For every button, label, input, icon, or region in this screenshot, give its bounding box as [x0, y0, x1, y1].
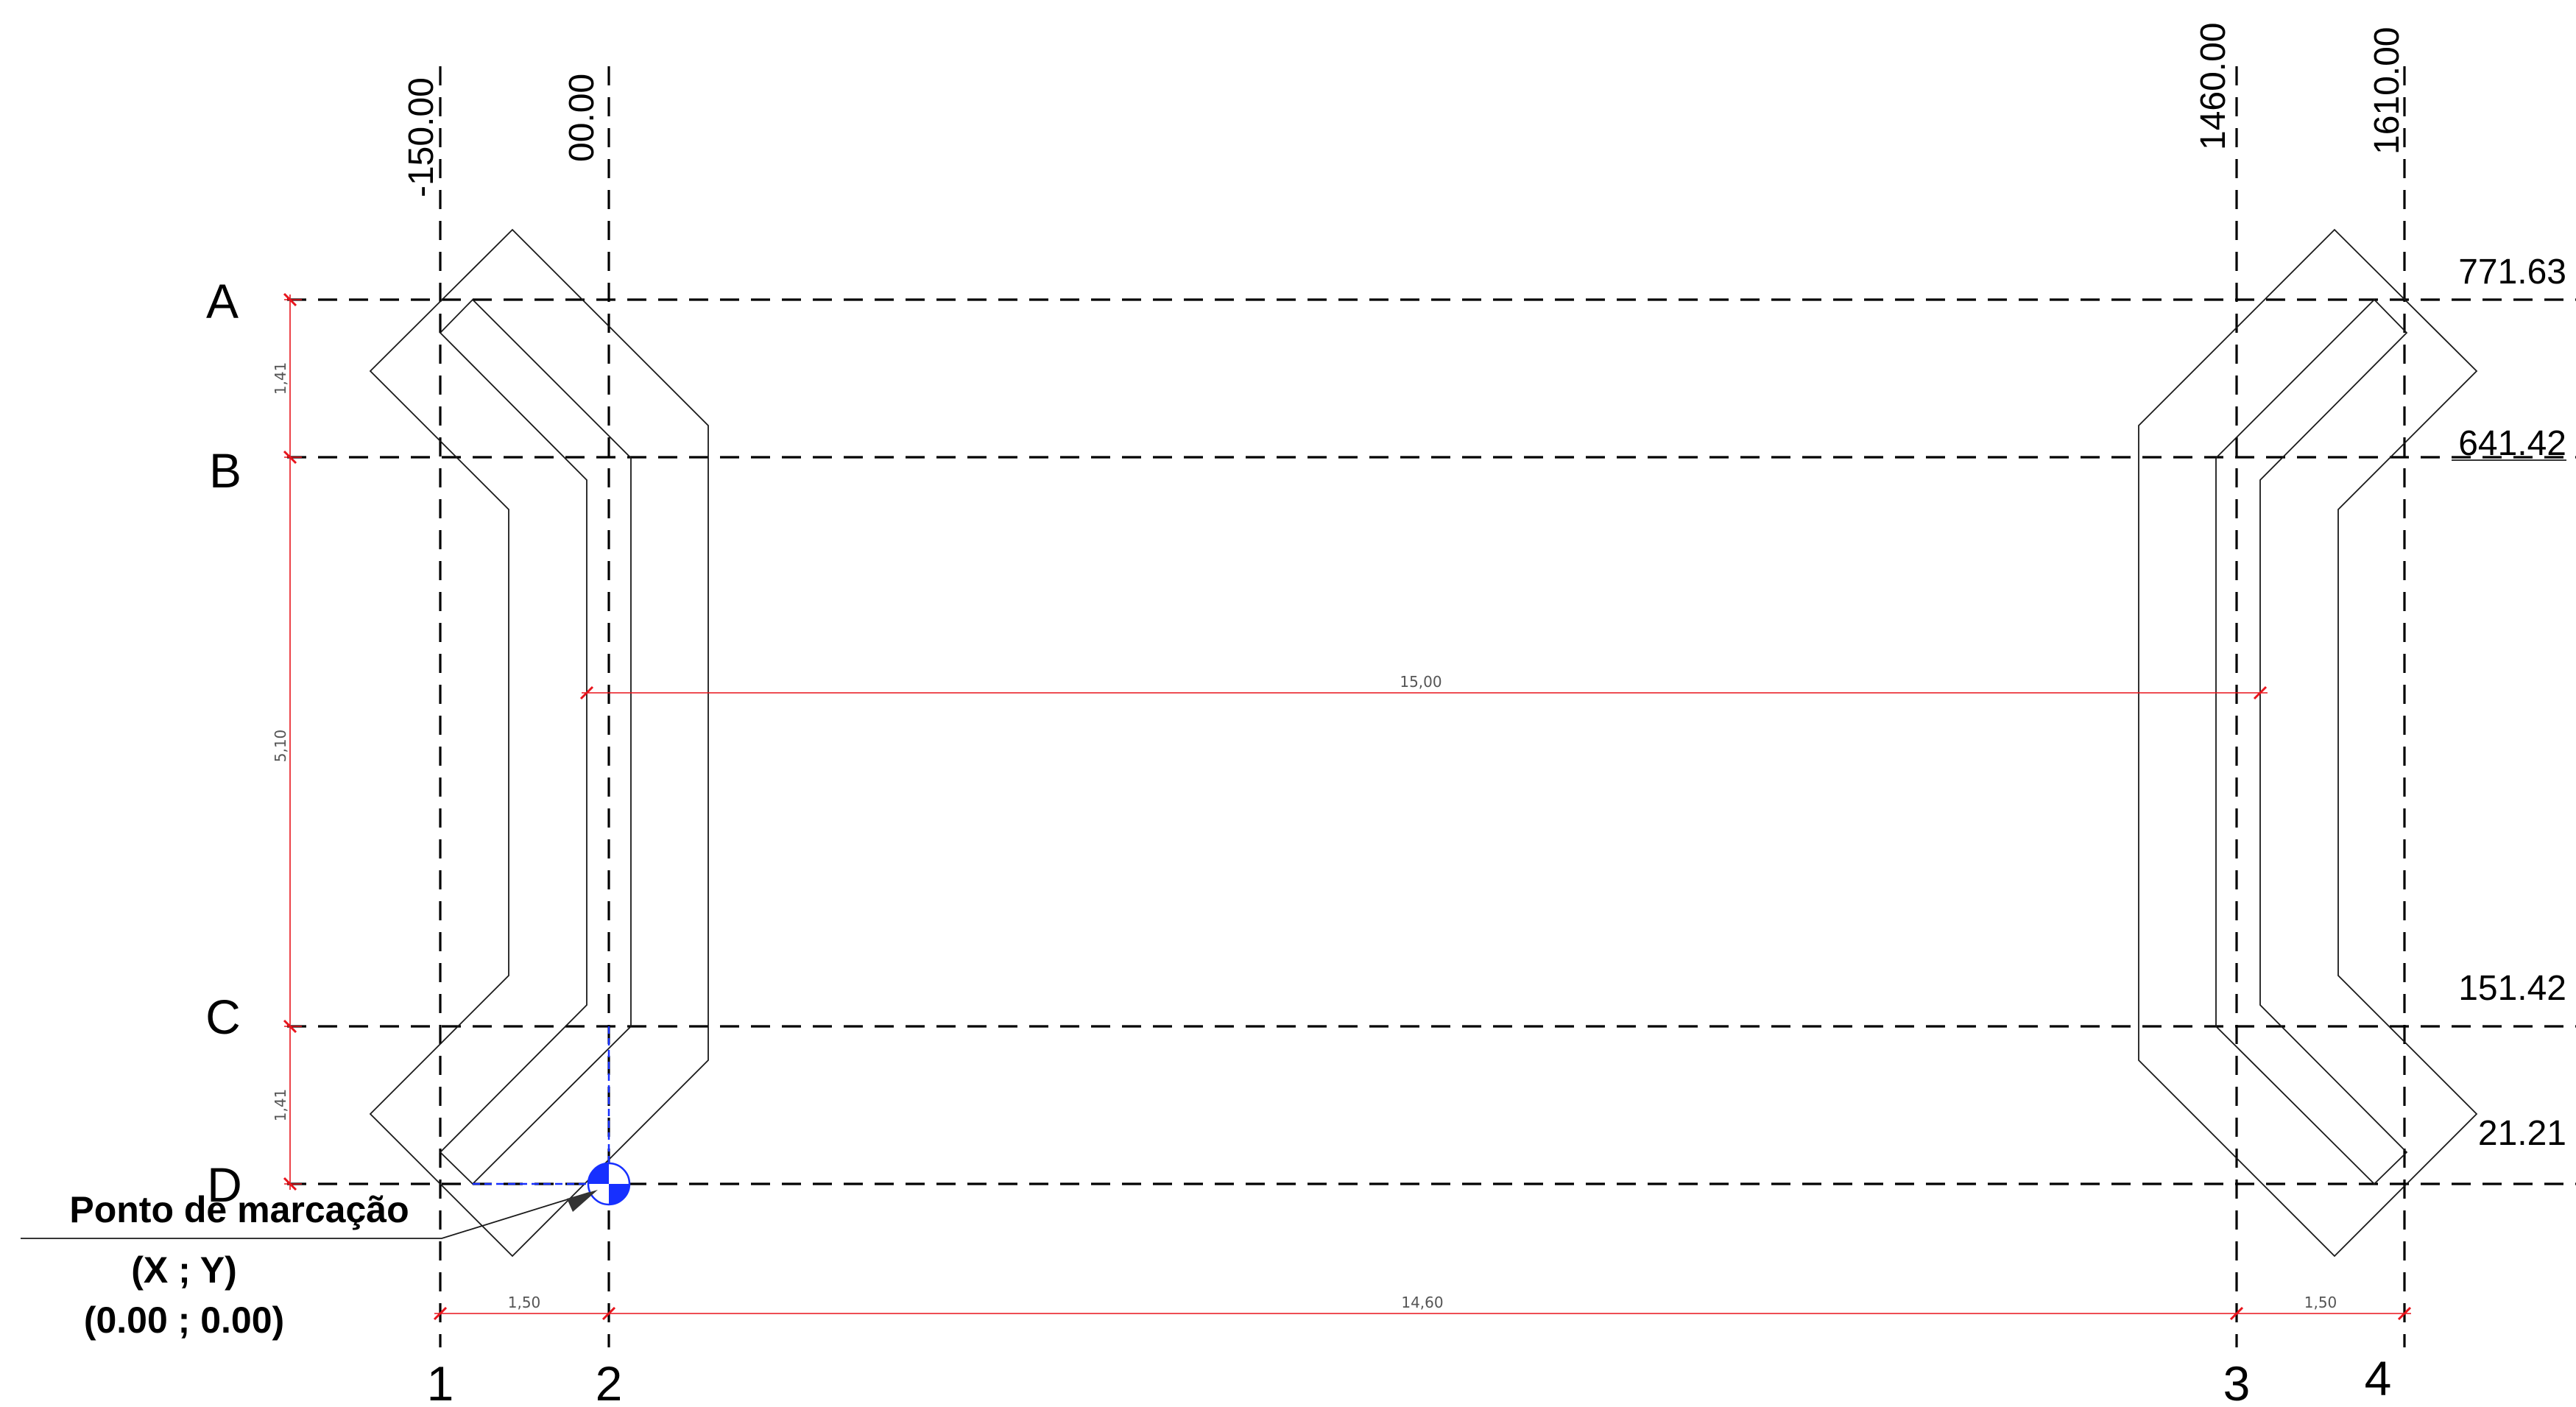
- right-footing-outline: [2138, 228, 2478, 1258]
- coord-d: 21.21: [2478, 1114, 2566, 1153]
- axis-label-1: 1: [427, 1356, 454, 1407]
- marking-point-label: (X ; Y): [131, 1249, 237, 1291]
- vertical-coordinates: -150.00 00.00 1460.00 1610.00: [402, 22, 2407, 197]
- leader-arrow-icon: [567, 1190, 598, 1212]
- dimension-bottom-right: 1,50: [2304, 1294, 2337, 1311]
- coord-c: 151.42: [2458, 969, 2566, 1008]
- horizontal-grid-lines: [287, 298, 2576, 1185]
- left-outer-outline: [369, 228, 709, 1258]
- marking-point-title: Ponto de marcação: [69, 1189, 409, 1230]
- vertical-grid-lines: [439, 66, 2406, 1347]
- vertical-axis-labels: 1 2 3 4: [427, 1351, 2392, 1407]
- leader-line: [21, 1192, 590, 1239]
- dimension-left-bottom: 1,41: [272, 1089, 289, 1122]
- axis-label-c: C: [205, 990, 241, 1044]
- coord-a: 771.63: [2458, 253, 2566, 292]
- axis-label-2: 2: [596, 1356, 623, 1407]
- bottom-dimension-tick: [433, 1306, 448, 1321]
- dimension-middle-span: 15,00: [1400, 673, 1441, 691]
- axis-label-3: 3: [2223, 1356, 2251, 1407]
- right-inner-outline: [2215, 298, 2408, 1185]
- axis-label-d: D: [207, 1157, 242, 1212]
- left-footing-outline: [369, 228, 709, 1258]
- right-outer-outline: [2138, 228, 2478, 1258]
- marking-point-value: (0.00 ; 0.00): [84, 1300, 284, 1341]
- marking-point: [21, 1026, 631, 1239]
- coord-2: 00.00: [562, 74, 601, 162]
- dimension-left-middle: 5,10: [272, 730, 289, 763]
- left-inner-outline: [439, 298, 632, 1185]
- middle-dimension-tick: [2253, 685, 2268, 700]
- horizontal-coordinates: 771.63 641.42 151.42 21.21: [2452, 253, 2566, 1153]
- axis-label-4: 4: [2365, 1351, 2392, 1406]
- dimension-bottom-middle: 14,60: [1401, 1294, 1443, 1311]
- axis-label-a: A: [206, 274, 239, 328]
- middle-dimension-tick: [579, 685, 594, 700]
- coord-3: 1460.00: [2194, 22, 2233, 150]
- coord-4: 1610.00: [2368, 27, 2407, 155]
- coord-1: -150.00: [402, 77, 441, 197]
- axis-label-b: B: [209, 443, 241, 498]
- dimension-left-top: 1,41: [272, 362, 289, 395]
- dimension-bottom-left: 1,50: [508, 1294, 541, 1311]
- horizontal-axis-labels: A B C D: [205, 274, 242, 1212]
- dimension-texts: 1,41 5,10 1,41 15,00 1,50 14,60 1,50: [272, 362, 2337, 1311]
- coord-b: 641.42: [2458, 424, 2566, 463]
- bottom-dimension-tick: [2397, 1306, 2412, 1321]
- bottom-dimension-tick: [2229, 1306, 2244, 1321]
- marking-point-symbol: [587, 1162, 631, 1206]
- marking-point-note: Ponto de marcação (X ; Y) (0.00 ; 0.00): [69, 1189, 409, 1341]
- bottom-dimension-tick: [601, 1306, 616, 1321]
- dimension-lines: [283, 292, 2412, 1321]
